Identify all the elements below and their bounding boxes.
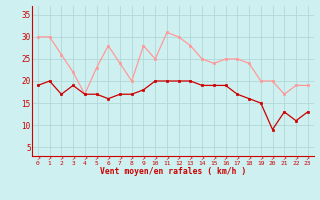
- X-axis label: Vent moyen/en rafales ( km/h ): Vent moyen/en rafales ( km/h ): [100, 167, 246, 176]
